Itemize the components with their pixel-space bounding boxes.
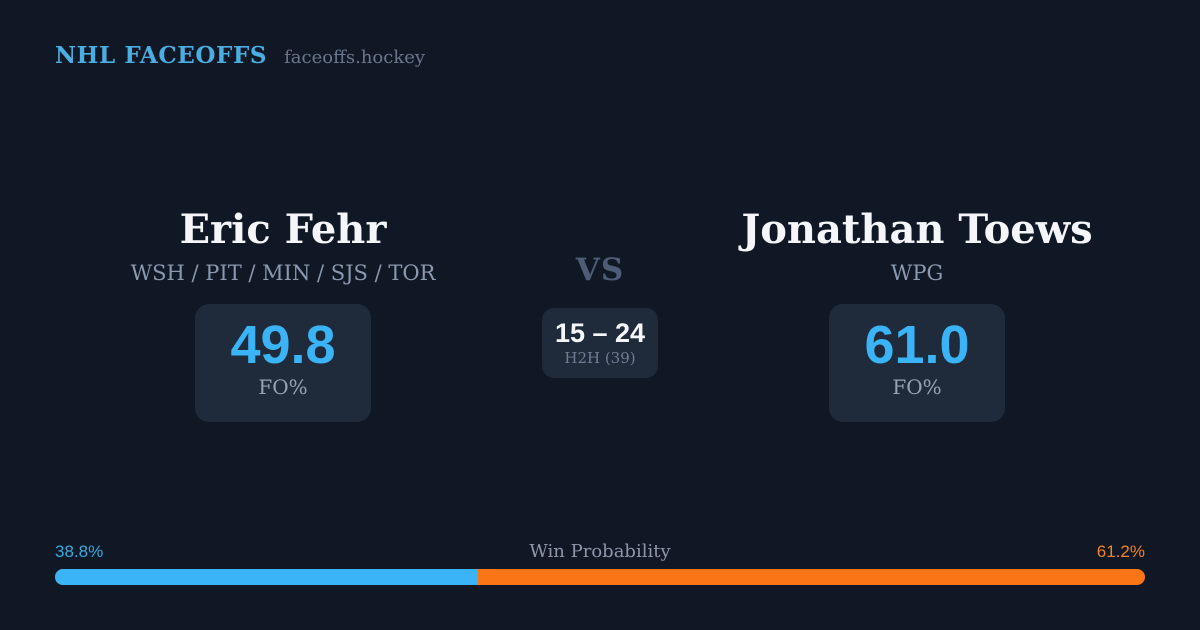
player-left-teams: WSH / PIT / MIN / SJS / TOR — [130, 261, 436, 285]
player-left-stat-card: 49.8 FO% — [195, 304, 371, 422]
player-right-stat-card: 61.0 FO% — [829, 304, 1005, 422]
h2h-games-label: H2H (39) — [564, 349, 636, 367]
win-probability-title: Win Probability — [529, 541, 671, 562]
header: NHL FACEOFFS faceoffs.hockey — [55, 42, 425, 69]
h2h-card: 15 – 24 H2H (39) — [542, 308, 658, 378]
player-right-teams: WPG — [890, 261, 944, 285]
versus-column: VS 15 – 24 H2H (39) — [520, 252, 680, 378]
player-right-column: Jonathan Toews WPG 61.0 FO% — [737, 208, 1097, 422]
win-probability-bar-left-segment — [55, 569, 478, 585]
win-probability-labels: 38.8% Win Probability 61.2% — [55, 541, 1145, 563]
player-left-fo-value: 49.8 — [230, 315, 336, 375]
player-left-column: Eric Fehr WSH / PIT / MIN / SJS / TOR 49… — [103, 208, 463, 422]
player-right-fo-label: FO% — [892, 375, 942, 399]
vs-label: VS — [575, 252, 625, 288]
win-probability-right-pct: 61.2% — [1096, 542, 1145, 561]
site-url-text: faceoffs.hockey — [284, 47, 426, 68]
h2h-score: 15 – 24 — [554, 318, 646, 348]
win-probability-bar — [55, 569, 1145, 585]
player-left-name: Eric Fehr — [179, 206, 387, 253]
brand-logo-text: NHL FACEOFFS — [55, 42, 268, 69]
player-left-fo-label: FO% — [258, 375, 308, 399]
player-right-name: Jonathan Toews — [741, 206, 1093, 253]
win-probability-left-pct: 38.8% — [55, 542, 104, 561]
player-right-fo-value: 61.0 — [864, 315, 970, 375]
